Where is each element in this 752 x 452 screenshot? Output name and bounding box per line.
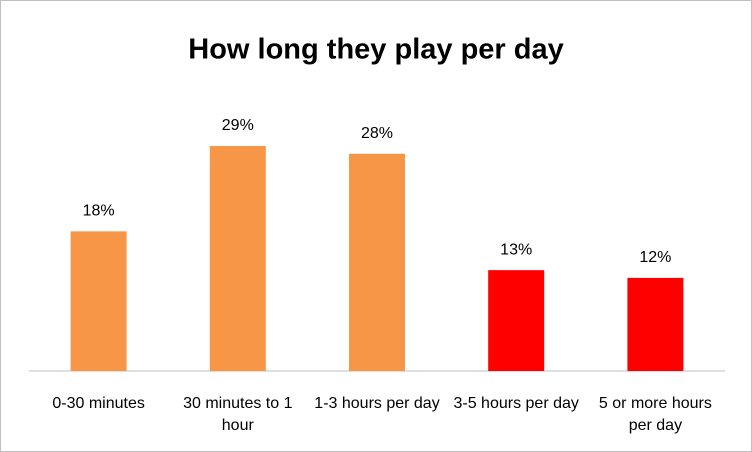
- bar: [627, 277, 684, 371]
- bar: [349, 153, 405, 371]
- data-label: 13%: [500, 241, 532, 258]
- chart-title: How long they play per day: [188, 34, 563, 66]
- x-tick-label: 3-5 hours per day: [453, 395, 579, 412]
- data-label: 12%: [639, 249, 671, 266]
- data-label: 18%: [83, 203, 115, 220]
- data-label: 28%: [361, 125, 393, 142]
- data-label: 29%: [222, 117, 254, 134]
- x-tick-label: 1-3 hours per day: [314, 395, 440, 412]
- x-tick-label: 30 minutes to 1 hour: [183, 395, 293, 434]
- x-tick-label: 0-30 minutes: [52, 395, 145, 412]
- bar: [70, 231, 127, 371]
- x-tick-label: 5 or more hours per day: [598, 395, 712, 434]
- bar: [488, 270, 545, 371]
- bar: [209, 146, 266, 371]
